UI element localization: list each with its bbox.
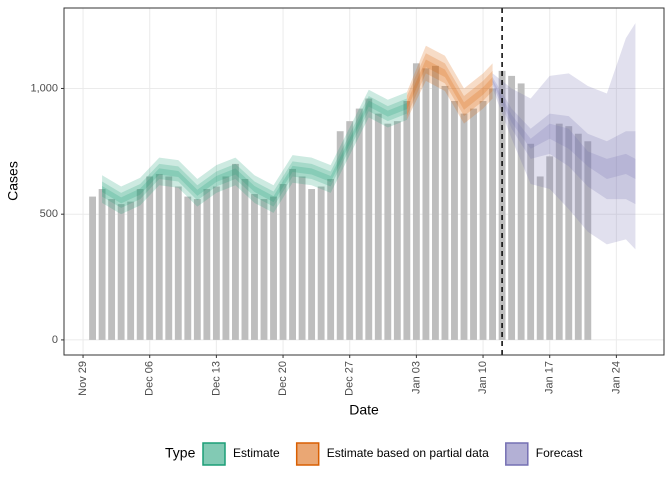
- y-tick-label: 500: [40, 208, 58, 220]
- bar: [327, 178, 335, 340]
- ribbon-band: [406, 59, 493, 110]
- x-tick-label: Jan 03: [410, 361, 422, 394]
- x-tick-label: Dec 20: [277, 361, 289, 396]
- bar: [117, 204, 125, 340]
- bar: [403, 101, 411, 340]
- bar: [441, 85, 449, 340]
- bar: [584, 141, 592, 340]
- bar: [146, 176, 154, 340]
- bar: [289, 168, 296, 340]
- bar: [136, 189, 144, 340]
- y-axis-title: Cases: [5, 161, 21, 201]
- bar: [222, 176, 230, 340]
- bar: [422, 68, 430, 340]
- bar: [260, 199, 268, 340]
- bar: [298, 176, 306, 340]
- bar: [89, 196, 96, 340]
- bar: [412, 63, 420, 340]
- bar: [393, 121, 401, 340]
- ribbon-band: [492, 23, 636, 250]
- ribbon-band: [406, 45, 493, 124]
- bar: [184, 196, 192, 340]
- bar: [365, 98, 373, 340]
- legend-key: [505, 442, 529, 466]
- ribbon-band: [492, 79, 636, 179]
- x-tick-label: Jan 24: [610, 361, 622, 394]
- bar: [470, 108, 477, 340]
- bar: [536, 176, 544, 340]
- legend-key: [295, 442, 320, 466]
- bar: [251, 194, 258, 340]
- y-tick-label: 1,000: [30, 82, 58, 94]
- ribbon-band: [102, 100, 407, 204]
- x-tick-label: Nov 29: [77, 361, 89, 396]
- bar: [203, 189, 211, 340]
- bar: [127, 201, 135, 340]
- bar: [279, 184, 287, 340]
- bar: [574, 133, 582, 340]
- bar: [460, 113, 468, 340]
- bar: [489, 88, 496, 340]
- bar: [270, 196, 277, 340]
- bar: [527, 143, 535, 340]
- bar: [355, 108, 363, 340]
- x-tick-label: Dec 13: [210, 361, 222, 396]
- bar: [546, 156, 554, 340]
- bar: [232, 163, 239, 340]
- bar: [155, 173, 163, 340]
- bar: [98, 189, 106, 340]
- bar: [241, 178, 249, 340]
- bar: [479, 101, 487, 340]
- bar: [165, 176, 173, 340]
- bar: [174, 186, 182, 340]
- y-tick-label: 0: [52, 334, 58, 346]
- panel-border: [63, 7, 665, 356]
- legend-key: [202, 442, 226, 466]
- x-tick-label: Dec 27: [344, 361, 356, 396]
- legend-label: Estimate based on partial data: [327, 446, 489, 460]
- bar: [565, 126, 573, 340]
- x-axis-title: Date: [349, 402, 379, 418]
- bar: [317, 186, 325, 340]
- bar: [336, 131, 344, 340]
- bar: [451, 101, 458, 340]
- bar: [384, 123, 392, 340]
- ribbon-band: [492, 77, 636, 205]
- ribbon-band: [102, 96, 407, 208]
- legend-label: Estimate: [233, 446, 280, 460]
- bar: [432, 65, 439, 340]
- bar: [555, 123, 563, 340]
- x-tick-label: Dec 06: [144, 361, 156, 396]
- ribbon-band: [406, 53, 493, 117]
- x-tick-label: Jan 10: [477, 361, 489, 394]
- bar: [308, 189, 316, 340]
- bar: [374, 113, 382, 340]
- bar: [346, 121, 354, 340]
- ribbon-band: [102, 89, 407, 215]
- bar: [193, 199, 201, 340]
- x-tick-label: Jan 17: [544, 361, 556, 394]
- bar: [508, 75, 516, 340]
- bar: [212, 186, 220, 340]
- bar: [517, 83, 525, 340]
- bar: [108, 199, 116, 340]
- legend-title: Type: [165, 445, 196, 461]
- legend-label: Forecast: [536, 446, 583, 460]
- bar: [498, 70, 506, 340]
